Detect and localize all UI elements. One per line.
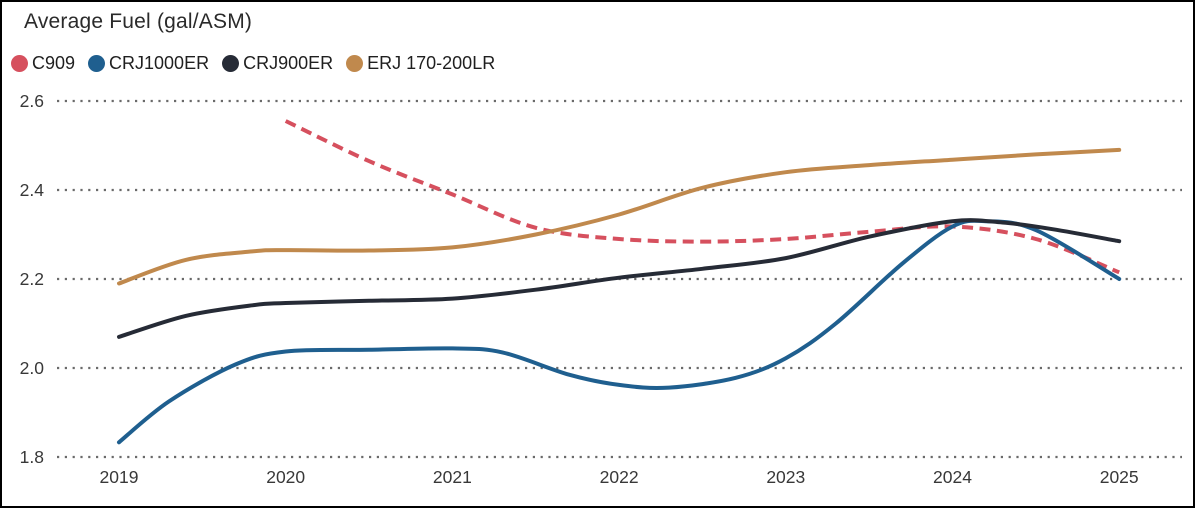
series-line-crj1000er [117,218,1122,445]
legend-label: C909 [32,53,76,73]
chart-title: Average Fuel (gal/ASM) [24,10,253,33]
x-tick-label: 2019 [100,467,139,487]
series-line-erj-170-200lr [117,147,1122,286]
legend-item-c909: C909 [11,53,75,74]
y-tick-label: 1.8 [20,447,44,467]
x-tick-label: 2020 [266,467,305,487]
legend-dot-icon [11,55,28,72]
y-tick-label: 2.0 [20,358,45,378]
legend-label: CRJ900ER [243,53,334,73]
legend-item-crj1000er: CRJ1000ER [88,53,209,74]
legend-dot-icon [346,55,364,72]
legend-dot-icon [88,55,106,72]
y-tick-label: 2.4 [20,180,45,200]
legend: C909 CRJ1000ER CRJ900ER ERJ 170-200LR [11,53,508,74]
legend-label: CRJ1000ER [109,53,210,73]
x-tick-label: 2022 [600,467,639,487]
y-tick-label: 2.6 [20,91,44,111]
x-tick-label: 2023 [766,467,805,487]
legend-item-crj900er: CRJ900ER [222,53,333,74]
x-tick-label: 2024 [933,467,972,487]
series-line-crj900er [117,218,1122,339]
legend-dot-icon [222,55,240,72]
legend-item-erj-170-200lr: ERJ 170-200LR [346,53,495,74]
y-tick-label: 2.2 [20,269,44,289]
x-tick-label: 2021 [433,467,472,487]
x-tick-label: 2025 [1100,467,1139,487]
series-line-c909 [284,119,1120,275]
legend-label: ERJ 170-200LR [367,53,496,73]
